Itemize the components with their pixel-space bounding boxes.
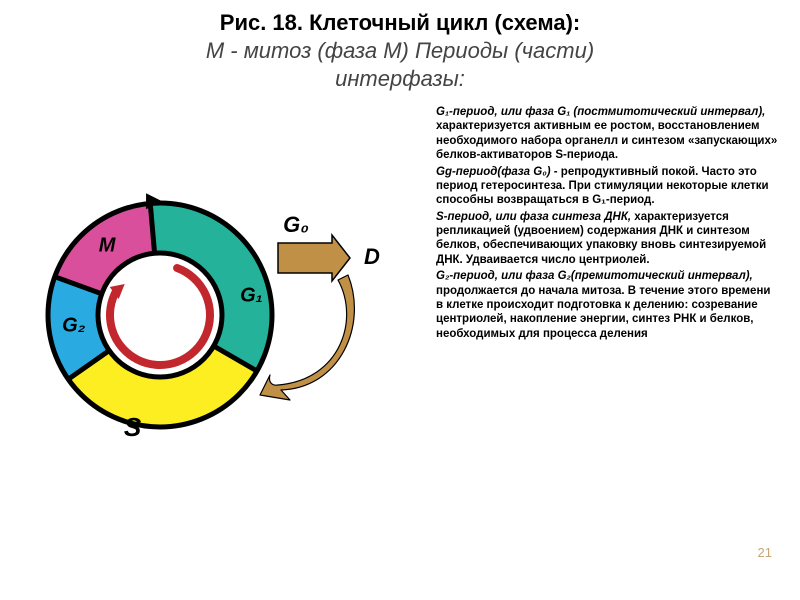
descriptions-column: G₁-период, или фаза G₁ (постмитотический… [400,100,780,480]
title-line-3: интерфазы: [30,66,770,92]
content-row: G₁ S G₂ M G₀ D G₁-период, или фаза G₁ (постми… [0,100,800,480]
desc-g1: G₁-период, или фаза G₁ (постмитотический… [410,105,780,163]
svg-text:G₀: G₀ [283,212,309,237]
desc-g0: Gg-период(фаза G₀) - репродуктивный поко… [410,165,780,208]
page-number: 21 [758,545,772,560]
desc-s: S-период, или фаза синтеза ДНК, характер… [410,210,780,268]
title-line-2: М - митоз (фаза М) Периоды (части) [30,38,770,64]
diagram-column: G₁ S G₂ M G₀ D [20,100,400,480]
title-line-1: Рис. 18. Клеточный цикл (схема): [30,10,770,36]
svg-text:M: M [99,234,117,256]
header: Рис. 18. Клеточный цикл (схема): М - мит… [0,0,800,100]
desc-g2: G₂-период, или фаза G₂(премитотический и… [410,269,780,341]
cell-cycle-diagram: G₁ S G₂ M G₀ D [20,150,400,480]
svg-text:G₂: G₂ [62,315,86,337]
svg-text:D: D [364,244,380,269]
svg-text:S: S [124,412,142,442]
svg-text:G₁: G₁ [240,285,263,307]
